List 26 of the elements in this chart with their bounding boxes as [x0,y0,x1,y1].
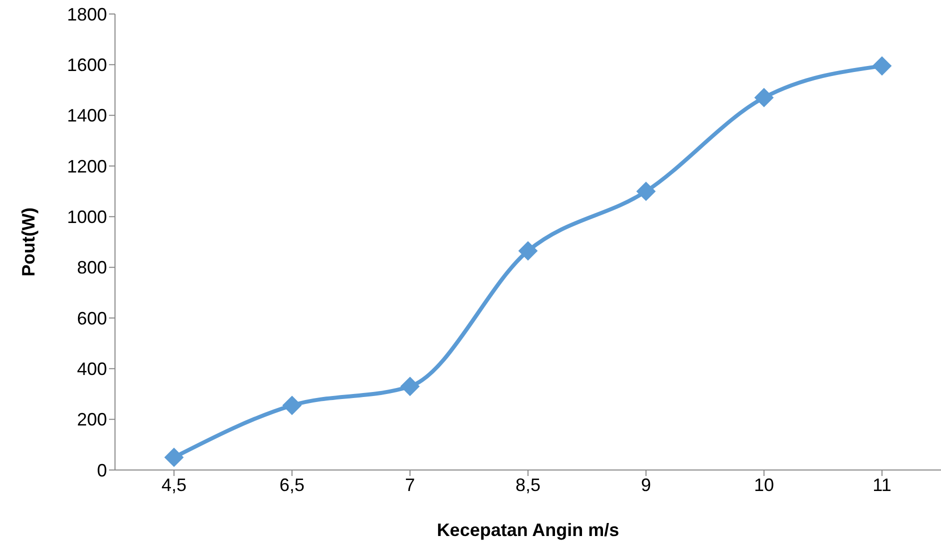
y-tick-label: 600 [76,308,107,328]
x-tick-label: 7 [404,474,416,495]
y-tick-label: 1400 [66,106,107,126]
point [282,396,302,415]
y-tick-label: 1200 [66,156,107,176]
x-tick-label: 9 [640,474,652,495]
point [872,56,892,76]
point [400,376,420,396]
y-tick-label: 1600 [66,55,107,76]
point [636,182,656,201]
point [518,241,538,260]
y-tick-label: 800 [76,258,107,278]
x-tick-label: 10 [754,474,774,495]
point [164,448,184,467]
x-tick-label: 6,5 [279,474,305,495]
y-tick-label: 400 [76,359,107,380]
y-axis-title: Pout(W) [18,208,38,276]
y-tick-label: 1800 [66,4,107,24]
x-tick-label: 8,5 [515,474,541,495]
y-tick-label: 0 [96,460,107,480]
point [754,88,774,108]
x-tick-label: 4,5 [161,474,187,495]
y-tick-label: 1000 [66,207,107,228]
x-tick-label: 11 [872,474,892,495]
y-tick-label: 200 [76,410,107,430]
x-axis-title: Kecepatan Angin m/s [436,520,620,540]
